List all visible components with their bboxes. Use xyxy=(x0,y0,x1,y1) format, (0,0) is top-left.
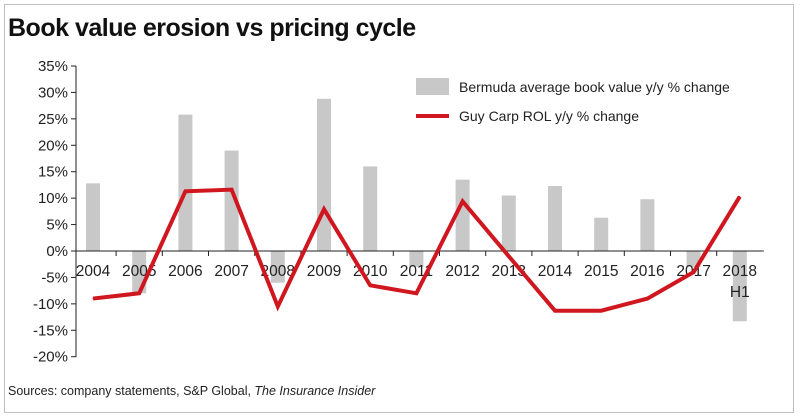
y-tick-label: -10% xyxy=(33,296,68,313)
bar-2009 xyxy=(317,98,331,252)
x-tick-label-2009: 2009 xyxy=(307,263,341,280)
rol-point-2014 xyxy=(554,310,556,312)
bar-2010 xyxy=(363,166,378,251)
axis-layer: 35% 30% 25% 20% 15% 10% 5% 0% -5% -10% -15% -20% 200… xyxy=(33,58,764,366)
rol-point-2006 xyxy=(184,190,186,192)
x-tick-label-2010: 2010 xyxy=(353,263,388,280)
legend: Bermuda average book value y/y % change … xyxy=(416,78,730,124)
y-tick-label: 30% xyxy=(38,84,68,101)
x-tick-label-2008: 2008 xyxy=(261,263,295,280)
legend-bar-label: Bermuda average book value y/y % change xyxy=(459,79,730,95)
x-tick-label-2007: 2007 xyxy=(214,263,248,280)
y-tick-label: 5% xyxy=(46,217,68,234)
x-tick-label-2015: 2015 xyxy=(584,263,618,280)
y-tick-label: 15% xyxy=(38,164,68,181)
source-prefix: Sources: company statements, S&P Global, xyxy=(8,384,255,398)
y-tick-label: 20% xyxy=(38,137,68,154)
bar-2013 xyxy=(501,195,516,251)
bar-2008 xyxy=(270,251,285,283)
y-tick-label: 25% xyxy=(38,111,68,128)
bar-2012 xyxy=(455,179,470,251)
rol-point-2010 xyxy=(369,284,371,286)
rol-point-2013 xyxy=(508,255,510,257)
x-tick-label-2004: 2004 xyxy=(76,263,111,280)
x-tick-label-2014: 2014 xyxy=(538,263,573,280)
bar-2007 xyxy=(224,150,239,251)
bar-2004 xyxy=(86,183,100,251)
rol-point-2009 xyxy=(323,208,325,210)
bar-2011 xyxy=(409,251,424,267)
bar-2016 xyxy=(640,199,655,251)
bars-layer xyxy=(86,98,747,322)
y-tick-label: -15% xyxy=(33,322,68,339)
y-tick-label: -5% xyxy=(41,269,68,286)
x-tick-sublabel: H1 xyxy=(730,284,750,301)
x-tick-label-2018: 2018 xyxy=(723,263,757,280)
bar-2015 xyxy=(594,217,609,251)
x-tick-label-2016: 2016 xyxy=(630,263,664,280)
line-layer xyxy=(92,187,742,313)
rol-point-2015 xyxy=(600,310,602,312)
chart-title: Book value erosion vs pricing cycle xyxy=(8,14,416,42)
rol-point-2004 xyxy=(92,298,94,300)
legend-line-label: Guy Carp ROL y/y % change xyxy=(459,108,639,124)
rol-point-2007 xyxy=(231,189,233,191)
x-tick-label-2012: 2012 xyxy=(445,263,479,280)
legend-bar-swatch xyxy=(416,78,449,95)
y-tick-label: 35% xyxy=(38,58,68,75)
rol-point-2012 xyxy=(462,200,464,202)
bar-2006 xyxy=(178,114,193,251)
rol-point-2008 xyxy=(277,306,279,307)
y-tick-label: 10% xyxy=(38,190,68,207)
bar-2018 xyxy=(732,251,747,322)
rol-point-2018 xyxy=(739,196,741,198)
bar-2014 xyxy=(548,185,562,251)
rol-point-2016 xyxy=(646,298,648,300)
rol-point-2017 xyxy=(693,271,695,273)
source-note: Sources: company statements, S&P Global,… xyxy=(8,384,375,398)
y-tick-label: 0% xyxy=(46,243,68,260)
chart-frame xyxy=(4,4,794,413)
rol-point-2011 xyxy=(415,292,417,294)
rol-point-2005 xyxy=(138,292,140,294)
source-italic: The Insurance Insider xyxy=(254,384,376,398)
x-tick-label-2006: 2006 xyxy=(168,263,202,280)
y-tick-label: -20% xyxy=(33,349,68,366)
